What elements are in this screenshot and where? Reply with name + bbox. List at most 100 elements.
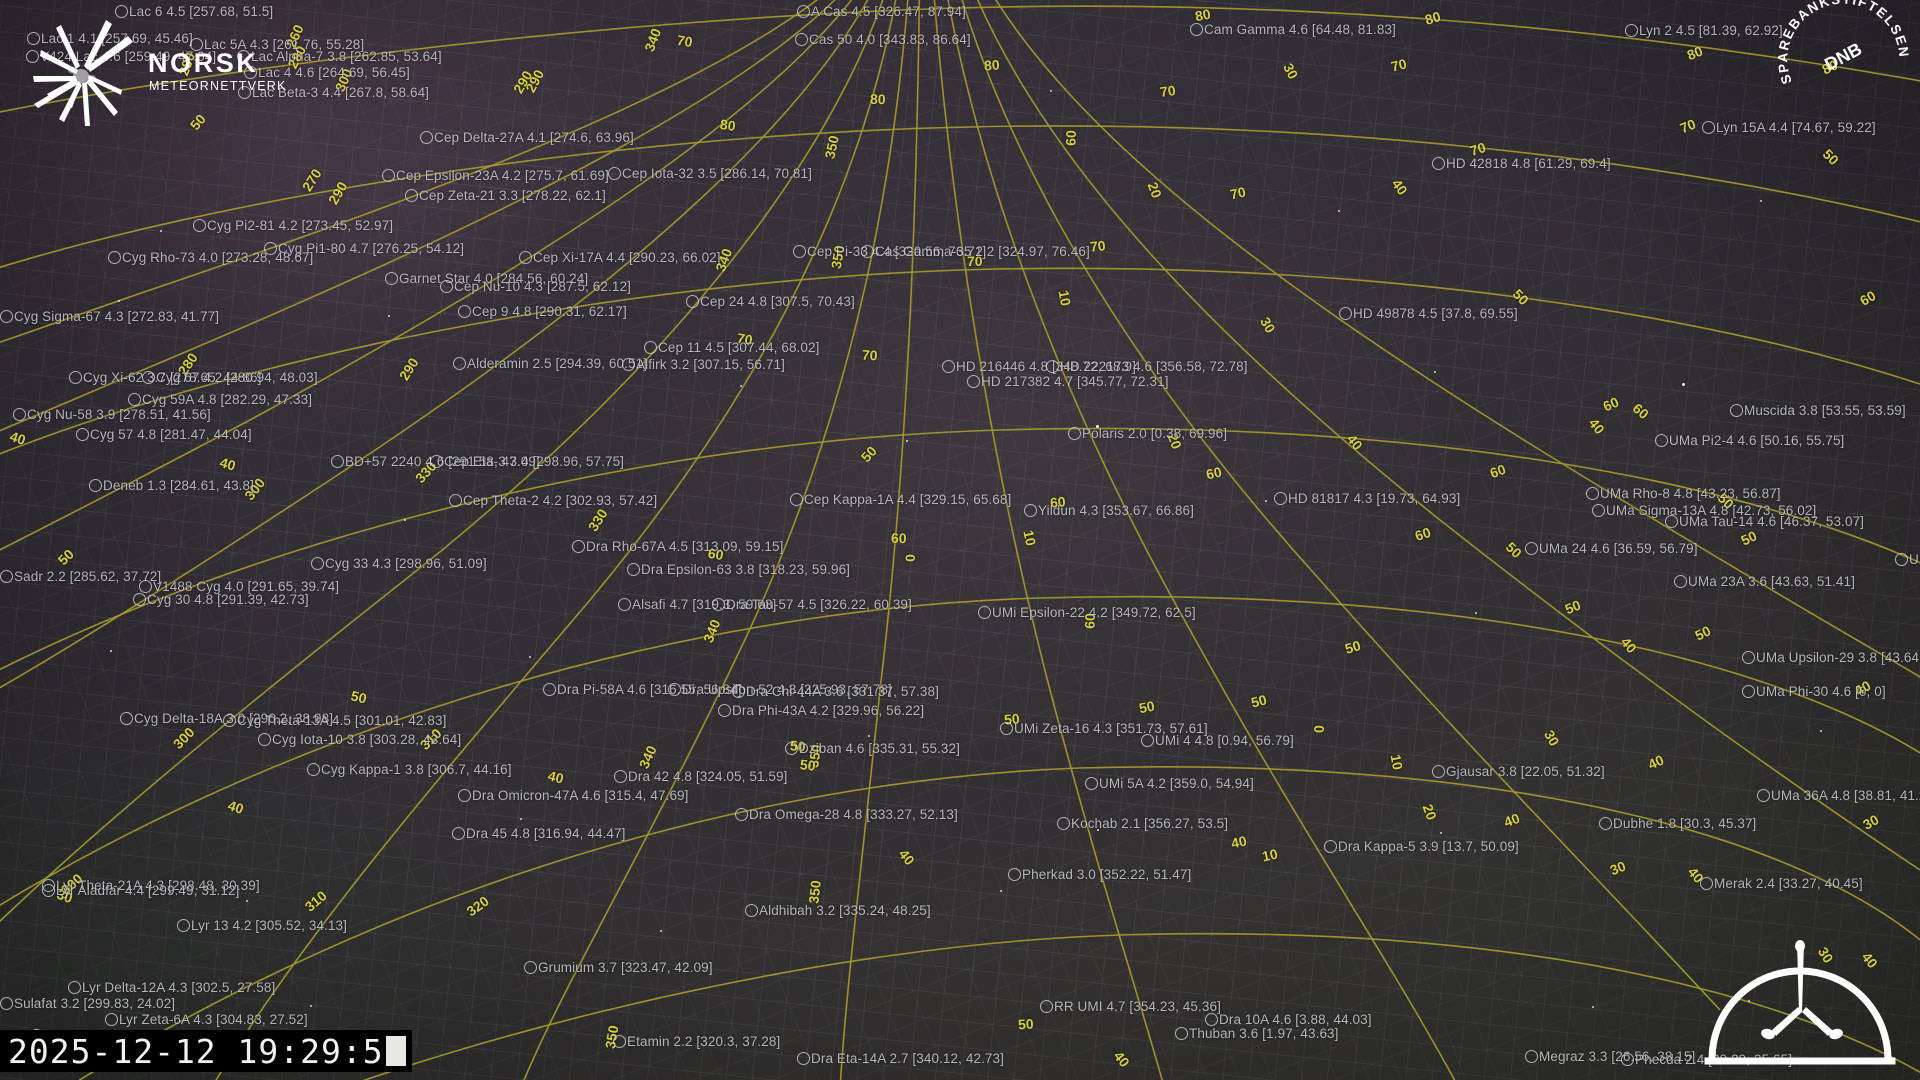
- star-marker-circle: [1024, 504, 1037, 517]
- star-marker-circle: [793, 245, 806, 258]
- star-label: Cep Iota-32 3.5 [286.14, 70.81]: [622, 166, 812, 181]
- sky-star-point: [1748, 1000, 1750, 1002]
- star-label: Grumium 3.7 [323.47, 42.09]: [538, 960, 713, 975]
- star-marker-circle: [405, 189, 418, 202]
- star-label: Cyg Nu-58 3.9 [278.51, 41.56]: [27, 407, 211, 422]
- star-label: Lyr Zeta-6A 4.3 [304.83, 27.52]: [119, 1012, 308, 1027]
- star-label: UMi 4 4.8 [0.94, 56.79]: [1155, 733, 1294, 748]
- star-marker-circle: [618, 598, 631, 611]
- star-marker-circle: [307, 763, 320, 776]
- star-marker-circle: [193, 219, 206, 232]
- star-label: Cep Nu-10 4.3 [287.5, 62.12]: [454, 279, 631, 294]
- sky-star-point: [246, 900, 248, 902]
- star-label: Cyg Kappa-1 3.8 [306.7, 44.16]: [321, 762, 512, 777]
- star-marker-circle: [331, 455, 344, 468]
- star-label: HD 222173 4.6 [356.58, 72.78]: [1060, 359, 1248, 374]
- star-label: Lac 6 4.5 [257.68, 51.5]: [129, 4, 274, 19]
- star-marker-circle: [1339, 307, 1352, 320]
- star-marker-circle: [42, 879, 55, 892]
- star-marker-circle: [1655, 434, 1668, 447]
- allsky-dome-icon: [1690, 924, 1910, 1074]
- star-marker-circle: [1068, 427, 1081, 440]
- star-label: A Cas 4.5 [326.47, 87.94]: [811, 4, 966, 19]
- star-label: Pherkad 3.0 [352.22, 51.47]: [1022, 867, 1192, 882]
- star-label: Gjausar 3.8 [22.05, 51.32]: [1446, 764, 1605, 779]
- star-label: UMa Sigma-13A 4.8 [42.73, 56.02]: [1606, 503, 1817, 518]
- star-label: Deneb 1.3 [284.61, 43.8]: [103, 478, 255, 493]
- star-label: V424 Lac 4.6 [259.49, 47.04]: [40, 49, 217, 64]
- star-marker-circle: [89, 479, 102, 492]
- star-marker-circle: [69, 371, 82, 384]
- sky-star-point: [868, 735, 870, 737]
- star-label: Cep Eta-3 3.4 [298.96, 57.75]: [444, 454, 625, 469]
- star-label: Alderamin 2.5 [294.39, 60.51]: [467, 356, 648, 371]
- star-label: Dra 42 4.8 [324.05, 51.59]: [628, 769, 788, 784]
- star-marker-circle: [745, 904, 758, 917]
- star-marker-circle: [1525, 1050, 1538, 1063]
- star-label: UMi 5A 4.2 [359.0, 54.94]: [1099, 776, 1254, 791]
- star-label: Dubhe 1.8 [30.3, 45.37]: [1613, 816, 1757, 831]
- star-label: HD 216446 4.8 [348.72, 68.9]: [956, 359, 1136, 374]
- star-marker-circle: [1008, 868, 1021, 881]
- star-label: UMa 36A 4.8 [38.81, 41.2]: [1771, 788, 1920, 803]
- star-marker-circle: [942, 360, 955, 373]
- star-marker-circle: [105, 1013, 118, 1026]
- star-marker-circle: [120, 712, 133, 725]
- star-label: Cyg Theta-13A 4.5 [301.01, 42.83]: [237, 713, 447, 728]
- star-marker-circle: [627, 563, 640, 576]
- sky-star-point: [906, 440, 909, 443]
- star-marker-circle: [1586, 487, 1599, 500]
- star-marker-circle: [644, 341, 657, 354]
- star-marker-circle: [42, 884, 55, 897]
- star-label: Cas Gamma-35 2.2 [324.97, 76.46]: [875, 244, 1090, 259]
- star-label: UMa Upsilon-29 3.8 [43.64, 0]: [1756, 650, 1920, 665]
- star-marker-circle: [385, 272, 398, 285]
- star-marker-circle: [1742, 685, 1755, 698]
- star-marker-circle: [76, 428, 89, 441]
- nmn-subtitle: METEORNETTVERK: [149, 79, 287, 93]
- star-label: HD 42818 4.8 [61.29, 69.4]: [1446, 156, 1611, 171]
- star-label: RR UMI 4.7 [354.23, 45.36]: [1054, 999, 1221, 1014]
- timestamp-cursor: [385, 1036, 406, 1066]
- star-marker-circle: [177, 919, 190, 932]
- sky-star-point: [404, 519, 407, 522]
- star-label: Sulafat 3.2 [299.83, 24.02]: [14, 996, 176, 1011]
- star-label: Cep Xi-17A 4.4 [290.23, 66.02]: [533, 250, 721, 265]
- star-label: Lac 5A 4.3 [261.76, 55.28]: [204, 37, 365, 52]
- star-marker-circle: [458, 789, 471, 802]
- star-marker-circle: [13, 408, 26, 421]
- star-marker-circle: [718, 704, 731, 717]
- star-label: Cyg Iota-10 3.8 [303.28, 43.64]: [272, 732, 462, 747]
- sponsor-center-text: DNB: [1821, 39, 1865, 75]
- sky-star-point: [118, 300, 120, 302]
- star-marker-circle: [519, 251, 532, 264]
- star-label: Kochab 2.1 [356.27, 53.5]: [1071, 816, 1229, 831]
- star-marker-circle: [1702, 121, 1715, 134]
- star-label: Alfirk 3.2 [307.15, 56.71]: [636, 357, 785, 372]
- star-label: Cyg Xi-62 3.7 [278.65, 44.86]: [83, 370, 262, 385]
- star-label: Muscida 3.8 [53.55, 53.59]: [1744, 403, 1906, 418]
- star-marker-circle: [1085, 777, 1098, 790]
- star-label: Cyg 57 4.8 [281.47, 44.04]: [90, 427, 252, 442]
- star-label: UMa 18 4.8 [0, 0]: [1909, 552, 1920, 567]
- star-label: Dra Omicron-47A 4.6 [315.4, 47.69]: [472, 788, 689, 803]
- star-marker-circle: [1625, 24, 1638, 37]
- star-marker-circle: [797, 5, 810, 18]
- star-marker-circle: [613, 1035, 626, 1048]
- star-label: UMi Zeta-16 4.3 [351.73, 57.61]: [1014, 721, 1208, 736]
- star-marker-circle: [1742, 651, 1755, 664]
- star-label: Cam Gamma 4.6 [64.48, 81.83]: [1204, 22, 1396, 37]
- star-label: Cep 11 4.5 [307.44, 68.02]: [658, 340, 820, 355]
- star-label: Aldhibah 3.2 [335.24, 48.25]: [759, 903, 931, 918]
- star-marker-circle: [572, 540, 585, 553]
- star-marker-circle: [790, 493, 803, 506]
- star-marker-circle: [1205, 1013, 1218, 1026]
- star-marker-circle: [1599, 817, 1612, 830]
- star-marker-circle: [382, 169, 395, 182]
- star-marker-circle: [453, 357, 466, 370]
- star-label: Dra Phi-43A 4.2 [329.96, 56.22]: [732, 703, 925, 718]
